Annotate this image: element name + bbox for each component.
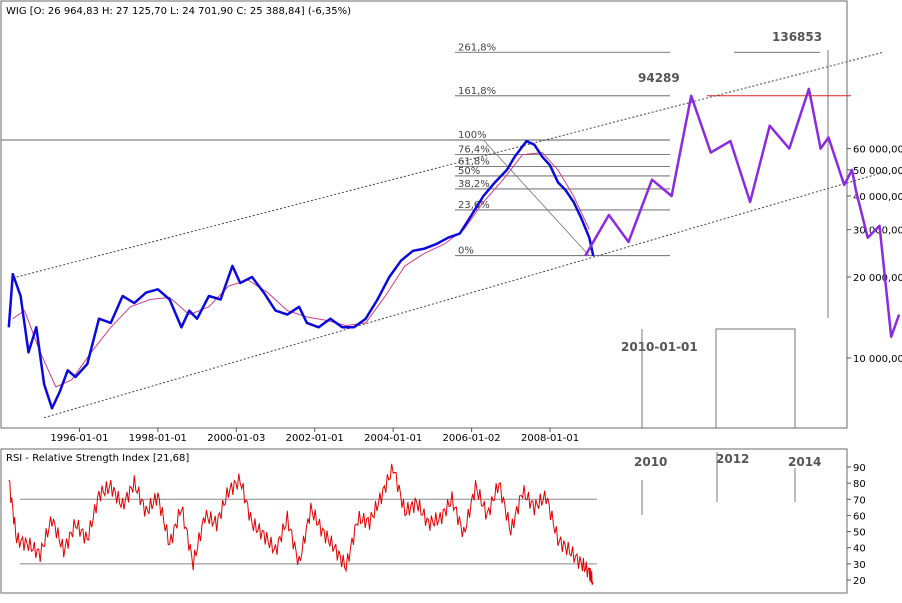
annotation-2010: 2010-01-01 [621,340,698,354]
y-tick-label: 50 000,00 [853,166,902,177]
fib-level-label: 76,4% [458,145,490,156]
channel-upper-line [16,51,884,278]
projection-box [715,328,796,428]
rsi-y-tick-label: 90 [853,463,866,474]
rsi-y-tick-label: 70 [853,495,866,506]
fib-level-label: 100% [458,130,487,141]
rsi-year-2014: 2014 [788,455,821,469]
channel-lower-line [43,171,884,419]
y-tick-label: 20 000,00 [853,273,902,284]
rsi-line [8,463,594,585]
annotation-94289: 94289 [638,71,680,85]
rsi-y-tick-label: 60 [853,511,866,522]
fib-diagonal-line [483,139,590,256]
y-tick-label: 10 000,00 [853,354,902,365]
rsi-year-2010: 2010 [634,455,667,469]
x-tick-label: 1996-01-01 [50,433,108,444]
fib-level-label: 0% [458,246,474,257]
fib-level-label: 50% [458,166,480,177]
rsi-y-tick-label: 40 [853,544,866,555]
fib-level-label: 38,2% [458,179,490,190]
y-tick-label: 40 000,00 [853,192,902,203]
rsi-panel-frame [0,448,848,594]
rsi-y-tick-label: 30 [853,560,866,571]
rsi-panel-title: RSI - Relative Strength Index [21,68] [6,453,189,464]
x-tick-label: 2000-01-03 [207,433,265,444]
rsi-y-tick-label: 50 [853,528,866,539]
x-tick-label: 1998-01-01 [129,433,187,444]
fib-level-label: 23,6% [458,200,490,211]
rsi-y-tick-label: 20 [853,576,866,587]
fib-level-label: 161,8% [458,86,496,97]
chart-dynamic-layer: 1996-01-01 1998-01-01 2000-01-03 2002-01-01… [1,42,902,587]
fib-level-label: 261,8% [458,42,496,53]
fib-level-label: 61,8% [458,156,490,167]
y-tick-label: 30 000,00 [853,226,902,237]
moving-average-line [12,152,590,388]
annotation-136853: 136853 [772,30,822,44]
price-line [7,139,595,410]
y-tick-label: 60 000,00 [853,145,902,156]
x-tick-label: 2004-01-01 [364,433,422,444]
price-panel-title: WIG [O: 26 964,83 H: 27 125,70 L: 24 701… [6,6,351,17]
x-tick-label: 2002-01-01 [286,433,344,444]
x-tick-label: 2006-01-02 [443,433,501,444]
rsi-y-tick-label: 80 [853,479,866,490]
price-panel-frame [0,0,848,429]
x-tick-label: 2008-01-01 [521,433,579,444]
projection-line [584,87,901,338]
rsi-year-2012: 2012 [716,452,749,466]
